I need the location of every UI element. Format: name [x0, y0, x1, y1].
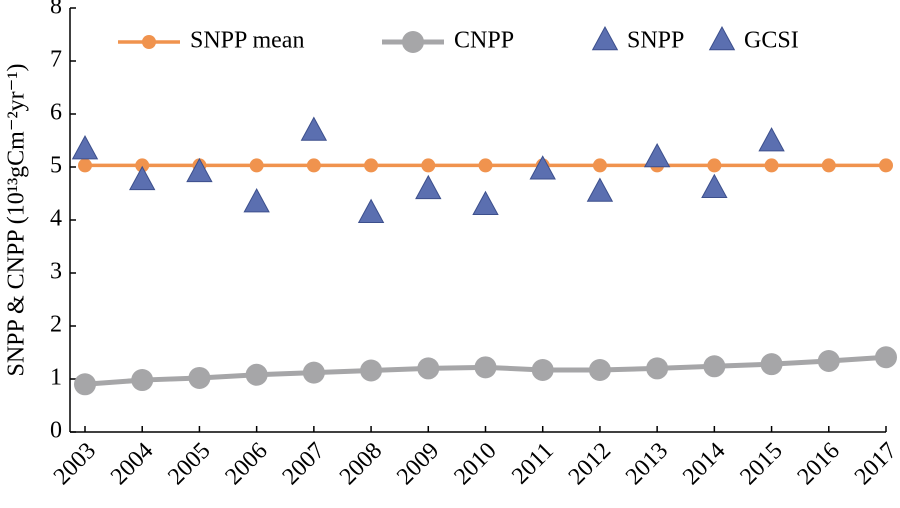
- data-point: [531, 358, 554, 381]
- data-point: [472, 190, 499, 215]
- x-tick-label: 2004: [106, 438, 158, 490]
- data-point: [701, 173, 728, 199]
- y-axis-label: SNPP & CNPP (10¹³gCm⁻²yr⁻¹): [4, 63, 30, 376]
- legend-marker: [142, 35, 156, 49]
- y-tick-label: 4: [50, 206, 62, 232]
- data-point: [817, 349, 840, 372]
- x-tick-label: 2012: [564, 438, 616, 490]
- data-point: [360, 359, 383, 382]
- data-point: [875, 346, 897, 369]
- y-tick-label: 1: [50, 365, 62, 391]
- legend-label: GCSI: [744, 28, 799, 54]
- y-tick-label: 6: [50, 100, 62, 126]
- data-point: [357, 198, 385, 223]
- data-point: [186, 157, 213, 183]
- data-point: [188, 366, 211, 389]
- data-point: [474, 356, 497, 379]
- data-point: [243, 188, 270, 213]
- x-tick-label: 2014: [678, 438, 730, 490]
- data-point: [821, 158, 836, 173]
- data-point: [249, 158, 264, 173]
- data-point: [758, 127, 785, 152]
- x-tick-label: 2009: [392, 438, 444, 490]
- data-point: [478, 158, 493, 173]
- y-tick-label: 0: [50, 418, 62, 444]
- legend-label: CNPP: [454, 28, 514, 54]
- data-point: [643, 143, 671, 168]
- x-tick-label: 2003: [49, 438, 101, 490]
- y-tick-label: 8: [50, 0, 62, 20]
- data-point: [129, 165, 156, 191]
- x-tick-label: 2005: [163, 438, 215, 490]
- y-tick-label: 2: [50, 312, 62, 338]
- data-point: [417, 357, 440, 380]
- x-tick-label: 2006: [220, 438, 272, 490]
- y-tick-label: 7: [50, 47, 62, 73]
- data-point: [421, 158, 436, 173]
- data-point: [364, 158, 379, 173]
- legend-marker: [591, 25, 619, 51]
- data-point: [135, 158, 150, 173]
- data-point: [415, 174, 442, 200]
- data-point: [592, 158, 607, 173]
- legend-label: SNPP mean: [190, 28, 304, 54]
- data-point: [760, 353, 783, 376]
- data-point: [707, 158, 722, 173]
- data-point: [646, 357, 669, 380]
- data-point: [529, 155, 556, 180]
- x-tick-label: 2011: [507, 438, 559, 490]
- x-tick-label: 2008: [335, 438, 387, 490]
- data-point: [703, 355, 726, 378]
- legend-marker: [708, 25, 736, 51]
- x-tick-label: 2010: [449, 438, 501, 490]
- data-point: [78, 158, 92, 173]
- y-tick-label: 3: [50, 259, 62, 285]
- data-point: [131, 369, 154, 392]
- legend-marker: [402, 31, 424, 53]
- data-point: [245, 363, 268, 386]
- x-tick-label: 2016: [793, 438, 845, 490]
- x-tick-label: 2015: [735, 438, 787, 490]
- data-point: [588, 358, 611, 381]
- data-point: [879, 158, 893, 173]
- data-point: [300, 116, 328, 141]
- y-tick-label: 5: [50, 153, 62, 179]
- x-tick-label: 2007: [278, 438, 330, 490]
- data-point: [586, 177, 614, 202]
- data-point: [71, 135, 99, 160]
- x-tick-label: 2013: [621, 438, 673, 490]
- data-point: [306, 158, 321, 173]
- x-tick-label: 2017: [850, 438, 900, 490]
- data-point: [302, 361, 325, 384]
- data-point: [764, 158, 779, 173]
- legend-label: SNPP: [627, 28, 684, 54]
- data-point: [74, 373, 96, 396]
